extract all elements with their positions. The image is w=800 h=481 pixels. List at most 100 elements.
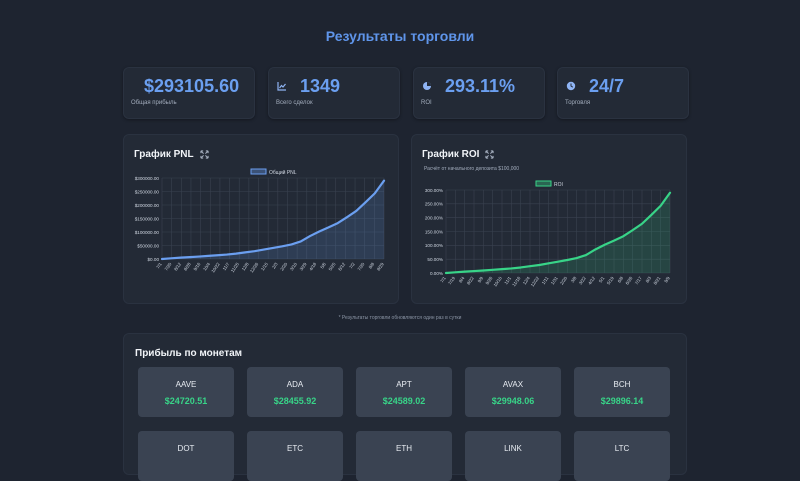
coin-name: LINK	[504, 444, 522, 453]
x-tick-label: 4/18	[308, 261, 317, 271]
stat-label: Всего сделок	[276, 100, 313, 106]
expand-icon[interactable]	[200, 150, 209, 159]
coin-tile-ltc: LTC	[574, 431, 670, 481]
x-tick-label: 12/4	[522, 275, 531, 285]
x-tick-label: 1/15	[260, 261, 269, 271]
y-tick-label: 150.00%	[425, 229, 443, 234]
coin-name: LTC	[614, 444, 630, 453]
pnl-chart-title: График PNL	[134, 149, 209, 160]
x-tick-label: 9/26	[484, 275, 493, 285]
coin-tile-etc: ETC	[247, 431, 343, 481]
y-tick-label: $200000.00	[135, 203, 160, 208]
x-tick-label: 12/8	[241, 261, 250, 271]
roi-chart: ROI 0.00% 50.00% 100.00% 150.00% 200.00% 250.0…	[425, 180, 672, 288]
x-tick-label: 7/17	[634, 275, 643, 285]
y-tick-label: 50.00%	[427, 257, 443, 262]
stat-card-roi: 293.11% ROI	[413, 67, 545, 119]
stat-card-trading-hours: 24/7 Торговля	[557, 67, 689, 119]
coin-name: BCH	[613, 380, 631, 389]
coin-tile-ada: ADA $28455.92	[247, 367, 343, 417]
pnl-chart-title-text: График PNL	[134, 149, 194, 160]
chart-legend[interactable]: Общий PNL	[250, 168, 297, 176]
coin-tile-aave: AAVE $24720.51	[138, 367, 234, 417]
chart-legend[interactable]: ROI	[535, 180, 563, 188]
x-tick-label: 5/6	[319, 261, 327, 269]
x-tick-label: 11/7	[222, 261, 231, 271]
stat-value: 1349	[300, 76, 341, 96]
y-tick-label: $300000.00	[135, 176, 160, 181]
stat-label: Торговля	[565, 100, 591, 106]
coin-tile-eth: ETH	[356, 431, 452, 481]
series-line[interactable]	[444, 191, 672, 275]
coin-profit: $24720.51	[164, 396, 208, 406]
x-tick-label: 7/20	[357, 261, 366, 271]
stat-value: 24/7	[589, 76, 625, 96]
coin-tile-bch: BCH $29896.14	[574, 367, 670, 417]
y-tick-label: 100.00%	[425, 243, 443, 248]
coins-section-title: Прибыль по монетам	[135, 348, 243, 359]
legend-label: Общий PNL	[269, 169, 297, 176]
x-tick-label: 7/1	[155, 261, 163, 269]
coin-tile-apt: APT $24589.02	[356, 367, 452, 417]
x-tick-label: 1/11	[541, 275, 550, 285]
pie-chart-icon	[423, 82, 431, 90]
coin-tile-dot: DOT	[138, 431, 234, 481]
y-tick-label: $150000.00	[135, 216, 160, 221]
x-tick-label: 8/12	[173, 261, 182, 271]
x-tick-label: 3/22	[578, 275, 587, 285]
x-tick-label: 10/10	[492, 275, 503, 287]
coin-profit: $28455.92	[273, 396, 317, 406]
y-tick-label: 300.00%	[425, 188, 443, 193]
y-tick-label: $250000.00	[135, 189, 160, 194]
coin-name: ETH	[396, 444, 412, 453]
x-tick-label: 8/22	[466, 275, 475, 285]
y-tick-label: 0.00%	[430, 271, 443, 276]
x-tick-label: 6/26	[624, 275, 633, 285]
expand-icon[interactable]	[485, 150, 495, 159]
coin-profit: $29896.14	[600, 396, 644, 406]
stat-label: Общая прибыль	[131, 100, 177, 106]
x-tick-label: 7/19	[447, 275, 456, 285]
y-tick-label: 200.00%	[425, 215, 443, 220]
stat-value: 293.11%	[445, 76, 516, 96]
y-tick-label: $50000.00	[137, 243, 159, 248]
x-tick-label: 9/9	[477, 275, 485, 283]
coin-name: AVAX	[502, 380, 524, 389]
x-tick-label: 10/22	[210, 261, 221, 273]
roi-chart-title-text: График ROI	[422, 149, 480, 160]
stat-card-total-trades: 1349 Всего сделок	[268, 67, 400, 119]
x-tick-label: 11/1	[503, 275, 512, 285]
x-tick-label: 10/4	[202, 261, 211, 271]
coin-profit: $24589.02	[382, 396, 426, 406]
series-area	[446, 192, 670, 273]
x-tick-label: 8/28	[183, 261, 192, 271]
coin-name: ETC	[287, 444, 303, 453]
x-tick-label: 6/8	[617, 275, 625, 283]
x-tick-label: 8/8	[368, 261, 376, 269]
x-tick-label: 4/12	[587, 275, 596, 285]
x-tick-label: 3/29	[299, 261, 308, 271]
coin-name: DOT	[177, 444, 195, 453]
legend-label: ROI	[554, 182, 563, 188]
x-tick-label: 7/2	[348, 261, 356, 269]
pnl-chart: Общий PNL $0.00 $50000.00 $100000.00 $150000…	[135, 168, 386, 274]
x-tick-label: 8/29	[376, 261, 385, 271]
x-tick-label: 8/21	[652, 275, 661, 285]
x-tick-label: 7/1	[439, 275, 447, 283]
pnl-chart-card: График PNL Общий PNL $0.00 $50000.00 $10000…	[123, 134, 399, 304]
series-line[interactable]	[160, 179, 386, 261]
clock-icon	[566, 81, 576, 91]
x-tick-label: 5/1	[598, 275, 606, 283]
y-tick-label: $100000.00	[135, 230, 160, 235]
coin-tile-avax: AVAX $29948.06	[465, 367, 561, 417]
x-tick-label: 3/8	[570, 275, 578, 283]
stat-label: ROI	[421, 100, 432, 106]
x-tick-label: 3/10	[289, 261, 298, 271]
chart-line-icon	[277, 82, 286, 91]
roi-chart-subtitle: Расчёт от начального депозита $100,000	[424, 166, 520, 172]
x-tick-label: 11/25	[230, 261, 241, 273]
coin-name: APT	[396, 380, 412, 389]
legend-swatch	[535, 180, 552, 187]
x-tick-label: 11/16	[511, 275, 522, 287]
x-tick-label: 2/3	[271, 261, 279, 269]
